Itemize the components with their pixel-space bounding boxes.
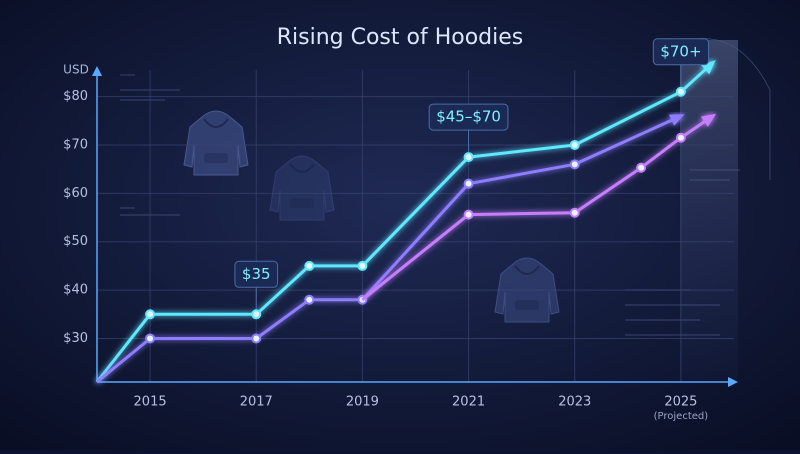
series-point: [569, 159, 580, 170]
series-point: [569, 207, 580, 218]
x-tick-label: 2025: [664, 395, 697, 410]
projection-band: [680, 40, 738, 380]
y-tick-label: $60: [63, 186, 88, 201]
series-point: [463, 152, 474, 163]
annotation: $35: [234, 260, 279, 310]
series-point: [675, 86, 686, 97]
x-tick-label: 2015: [134, 395, 167, 410]
x-tick-note: (Projected): [654, 411, 709, 422]
series-point: [251, 309, 262, 320]
series-arrow: [700, 113, 717, 127]
y-tick-label: $40: [63, 283, 88, 298]
series-point: [357, 260, 368, 271]
annotation-text: $45–$70: [436, 108, 501, 126]
series-point: [636, 162, 647, 173]
series-line: [361, 114, 714, 301]
y-axis-arrow: [92, 66, 102, 76]
series-point: [304, 260, 315, 271]
series-point: [251, 333, 262, 344]
chart-title: Rising Cost of Hoodies: [277, 25, 524, 50]
x-tick-label: 2017: [240, 395, 273, 410]
series-arrow: [701, 60, 716, 75]
annotation-text: $70+: [660, 42, 701, 60]
y-tick-label: $50: [63, 234, 88, 249]
plot: [95, 60, 717, 384]
series-point: [304, 294, 315, 305]
series-point: [463, 209, 474, 220]
series-point: [145, 309, 156, 320]
series-point: [569, 139, 580, 150]
series-point: [675, 132, 686, 143]
series-line: [96, 114, 682, 384]
series-point: [463, 178, 474, 189]
series-point: [145, 333, 156, 344]
y-axis-label: USD: [63, 63, 89, 77]
y-tick-label: $80: [63, 89, 88, 104]
y-tick-label: $70: [63, 137, 88, 152]
x-tick-label: 2019: [346, 395, 379, 410]
annotation: $70+: [652, 38, 710, 87]
x-axis-arrow: [728, 377, 738, 387]
y-tick-label: $30: [63, 331, 88, 346]
series-arrow: [669, 114, 685, 126]
x-tick-label: 2023: [558, 395, 591, 410]
annotation-text: $35: [242, 265, 271, 283]
x-tick-label: 2021: [452, 395, 485, 410]
annotation: $45–$70: [428, 103, 509, 153]
